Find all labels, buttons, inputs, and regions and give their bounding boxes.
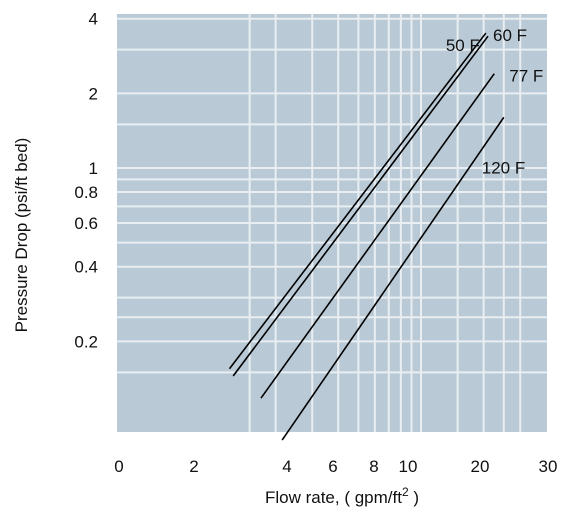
x-axis-label-close: ) <box>409 488 419 507</box>
x-tick-labels: 0 2 4 6 8 10 20 30 <box>114 457 557 476</box>
x-tick-label: 6 <box>328 457 337 476</box>
y-tick-label: 2 <box>89 84 98 103</box>
series-line-120f <box>281 116 505 441</box>
y-axis-label: Pressure Drop (psi/ft bed) <box>12 138 31 333</box>
x-tick-label: 30 <box>539 457 558 476</box>
x-tick-label: 8 <box>369 457 378 476</box>
y-tick-label: 0.8 <box>74 183 98 202</box>
series-line-50f <box>228 32 487 370</box>
series-label: 120 F <box>482 158 525 177</box>
x-tick-label: 10 <box>399 457 418 476</box>
y-tick-labels: 4 2 1 0.8 0.6 0.4 0.2 <box>74 10 98 352</box>
series-lines <box>228 32 505 441</box>
x-tick-label: 20 <box>471 457 490 476</box>
series-line-77f <box>260 73 495 399</box>
series-label: 50 F <box>446 36 480 55</box>
y-tick-label: 4 <box>89 10 98 29</box>
x-tick-label: 0 <box>114 457 123 476</box>
series-label: 77 F <box>509 67 543 86</box>
x-axis-label-main: Flow rate, ( gpm/ft <box>265 488 402 507</box>
series-line-60f <box>232 35 489 377</box>
series-labels: 50 F 60 F 77 F 120 F <box>446 26 543 177</box>
x-axis-label-sup: 2 <box>402 485 409 499</box>
y-tick-label: 0.2 <box>74 332 98 351</box>
x-tick-label: 2 <box>189 457 198 476</box>
y-tick-label: 0.4 <box>74 258 98 277</box>
y-tick-label: 0.6 <box>74 214 98 233</box>
grid <box>117 14 547 432</box>
x-axis-label: Flow rate, ( gpm/ft2 ) <box>265 485 419 507</box>
y-tick-label: 1 <box>89 159 98 178</box>
x-tick-label: 4 <box>282 457 291 476</box>
series-label: 60 F <box>493 26 527 45</box>
